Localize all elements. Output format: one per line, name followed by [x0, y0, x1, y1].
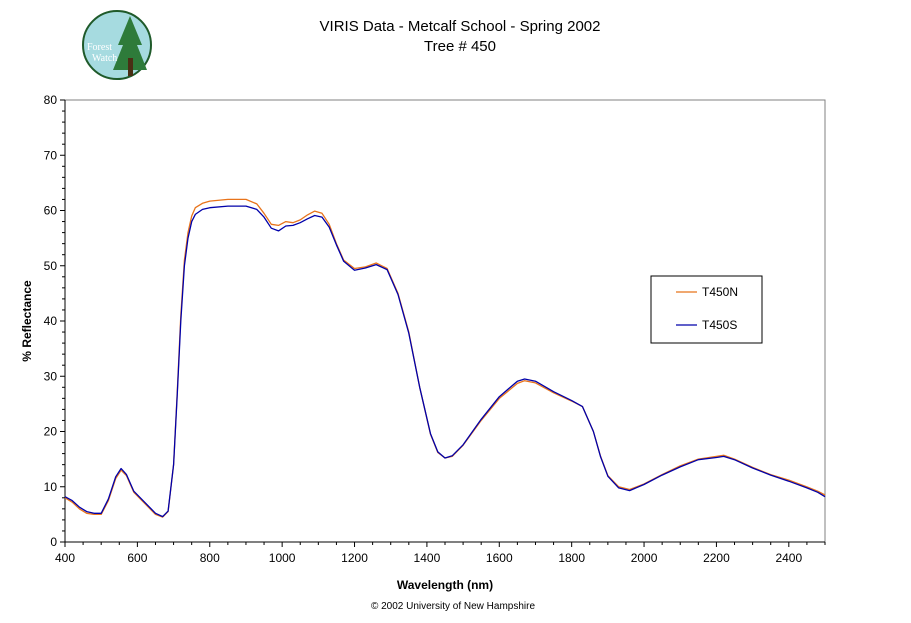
x-tick-label: 2000 [631, 551, 658, 565]
legend-label-t450n: T450N [702, 285, 738, 299]
chart-subtitle: Tree # 450 [424, 38, 496, 55]
x-tick-label: 400 [55, 551, 75, 565]
x-tick-label: 1000 [269, 551, 296, 565]
chart-title: VIRIS Data - Metcalf School - Spring 200… [320, 18, 601, 35]
y-tick-label: 50 [44, 259, 58, 273]
x-tick-label: 1600 [486, 551, 513, 565]
legend-box [650, 275, 763, 344]
x-tick-label: 1200 [341, 551, 368, 565]
y-tick-label: 80 [44, 93, 58, 107]
forest-watch-logo: Forest Watch [82, 10, 152, 80]
x-tick-label: 600 [127, 551, 147, 565]
x-tick-label: 2200 [703, 551, 730, 565]
y-tick-label: 30 [44, 369, 58, 383]
logo-text-line1: Forest [87, 42, 112, 53]
legend-label-t450s: T450S [702, 318, 737, 332]
legend: T450N T450S [650, 275, 763, 344]
y-tick-label: 0 [50, 535, 57, 549]
x-tick-label: 2400 [775, 551, 802, 565]
y-tick-label: 20 [44, 425, 58, 439]
x-tick-label: 1400 [414, 551, 441, 565]
y-tick-label: 40 [44, 314, 58, 328]
axis-ticks: 400 600 800 1000 1200 1400 1600 1800 2000 2200 240… [44, 93, 826, 565]
copyright-footer: © 2002 University of New Hampshire [371, 601, 536, 612]
y-axis-title: % Reflectance [20, 280, 34, 362]
y-tick-label: 10 [44, 480, 58, 494]
logo-text-line2: Watch [92, 53, 117, 64]
x-axis-title: Wavelength (nm) [397, 578, 493, 592]
y-tick-label: 70 [44, 148, 58, 162]
y-tick-label: 60 [44, 204, 58, 218]
x-tick-label: 800 [200, 551, 220, 565]
series-line-t450s [64, 205, 826, 518]
series-group [64, 198, 826, 518]
x-tick-label: 1800 [558, 551, 585, 565]
